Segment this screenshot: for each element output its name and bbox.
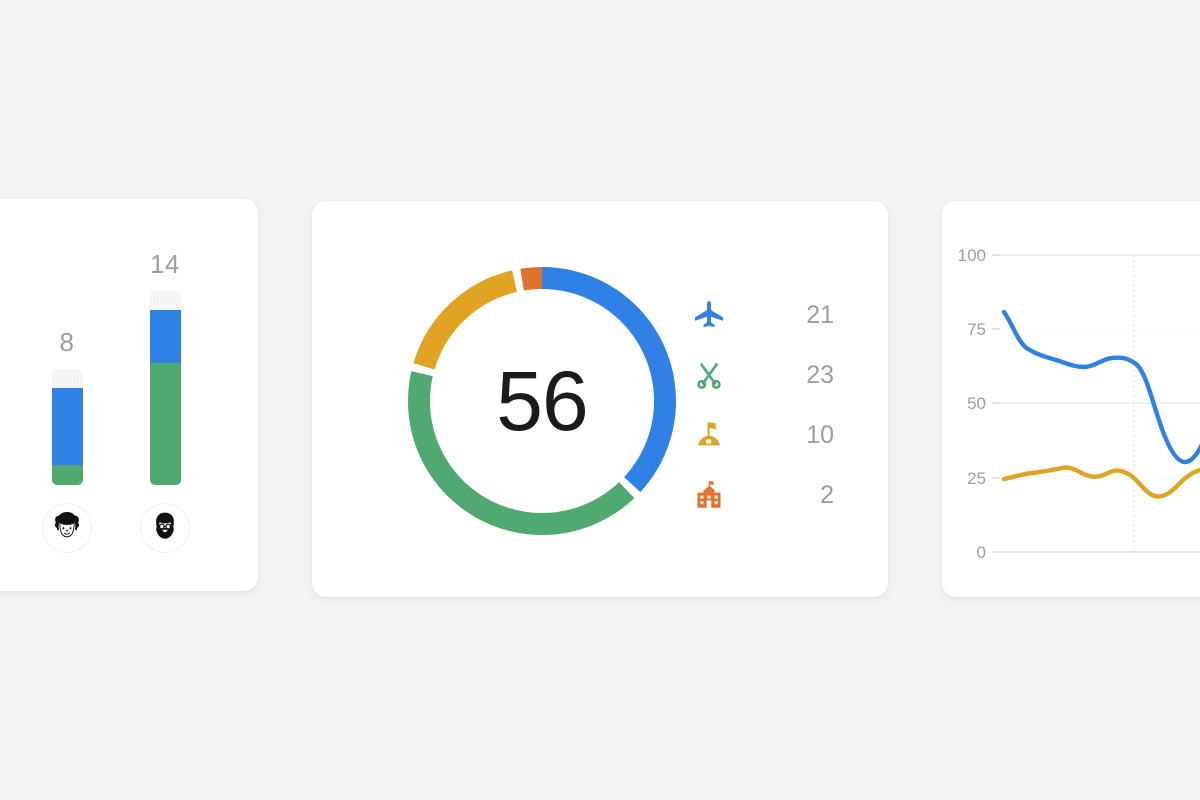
y-tick-marks [992,254,1000,553]
line-series-blue[interactable] [1001,309,1200,465]
donut-legend: 21 23 [690,285,834,525]
y-axis-labels: 100 75 50 25 0 [958,246,986,562]
legend-value: 21 [806,300,834,329]
y-tick-25: 25 [967,469,986,488]
bar-segment-green [51,465,83,485]
y-tick-100: 100 [958,246,986,265]
school-icon [690,479,728,511]
avatar[interactable] [42,503,92,553]
bar-segment-blue [51,388,83,465]
bar-value-label: 14 [150,249,180,279]
bar-value-label: 8 [59,327,75,357]
legend-item[interactable]: 10 [690,405,834,465]
bar-segment-green [149,363,181,485]
scissors-icon [690,359,728,391]
line-chart-card: 100 75 50 25 0 [942,201,1200,597]
y-tick-50: 50 [967,394,986,413]
bar-segment-empty [149,291,181,310]
legend-item[interactable]: 23 [690,345,834,405]
y-tick-0: 0 [977,543,986,562]
legend-item[interactable]: 21 [690,285,834,345]
bar-segment-empty [51,369,83,388]
line-chart[interactable]: 100 75 50 25 0 [942,201,1200,597]
avatar[interactable] [140,503,190,553]
donut-slice-flights[interactable] [408,267,676,535]
line-chart-svg: 100 75 50 25 0 [958,246,1200,562]
donut-svg [408,267,676,535]
donut-chart-card: 56 21 [312,201,888,597]
legend-value: 10 [806,420,834,449]
airplane-icon [690,299,728,331]
bar-group[interactable]: 8 [22,329,112,553]
y-tick-75: 75 [967,320,986,339]
legend-item[interactable]: 2 [690,465,834,525]
bar-track[interactable] [51,369,83,485]
gridlines [1000,254,1200,553]
legend-value: 2 [820,480,834,509]
curly-hair-face-avatar-icon [48,509,86,547]
donut-chart[interactable]: 56 [400,259,684,543]
stacked-bar-card: 8 [0,199,258,591]
legend-value: 23 [806,360,834,389]
line-series-orange[interactable] [1001,452,1200,499]
golf-flag-icon [690,419,728,451]
donut-slice-cuts[interactable] [408,267,676,535]
donut-center-value: 56 [496,353,588,448]
bar-group[interactable]: 14 [120,251,210,553]
bar-track[interactable] [149,291,181,485]
bar-segment-blue [149,310,181,363]
bar-chart: 8 [0,199,258,591]
bearded-glasses-face-avatar-icon [146,509,184,547]
